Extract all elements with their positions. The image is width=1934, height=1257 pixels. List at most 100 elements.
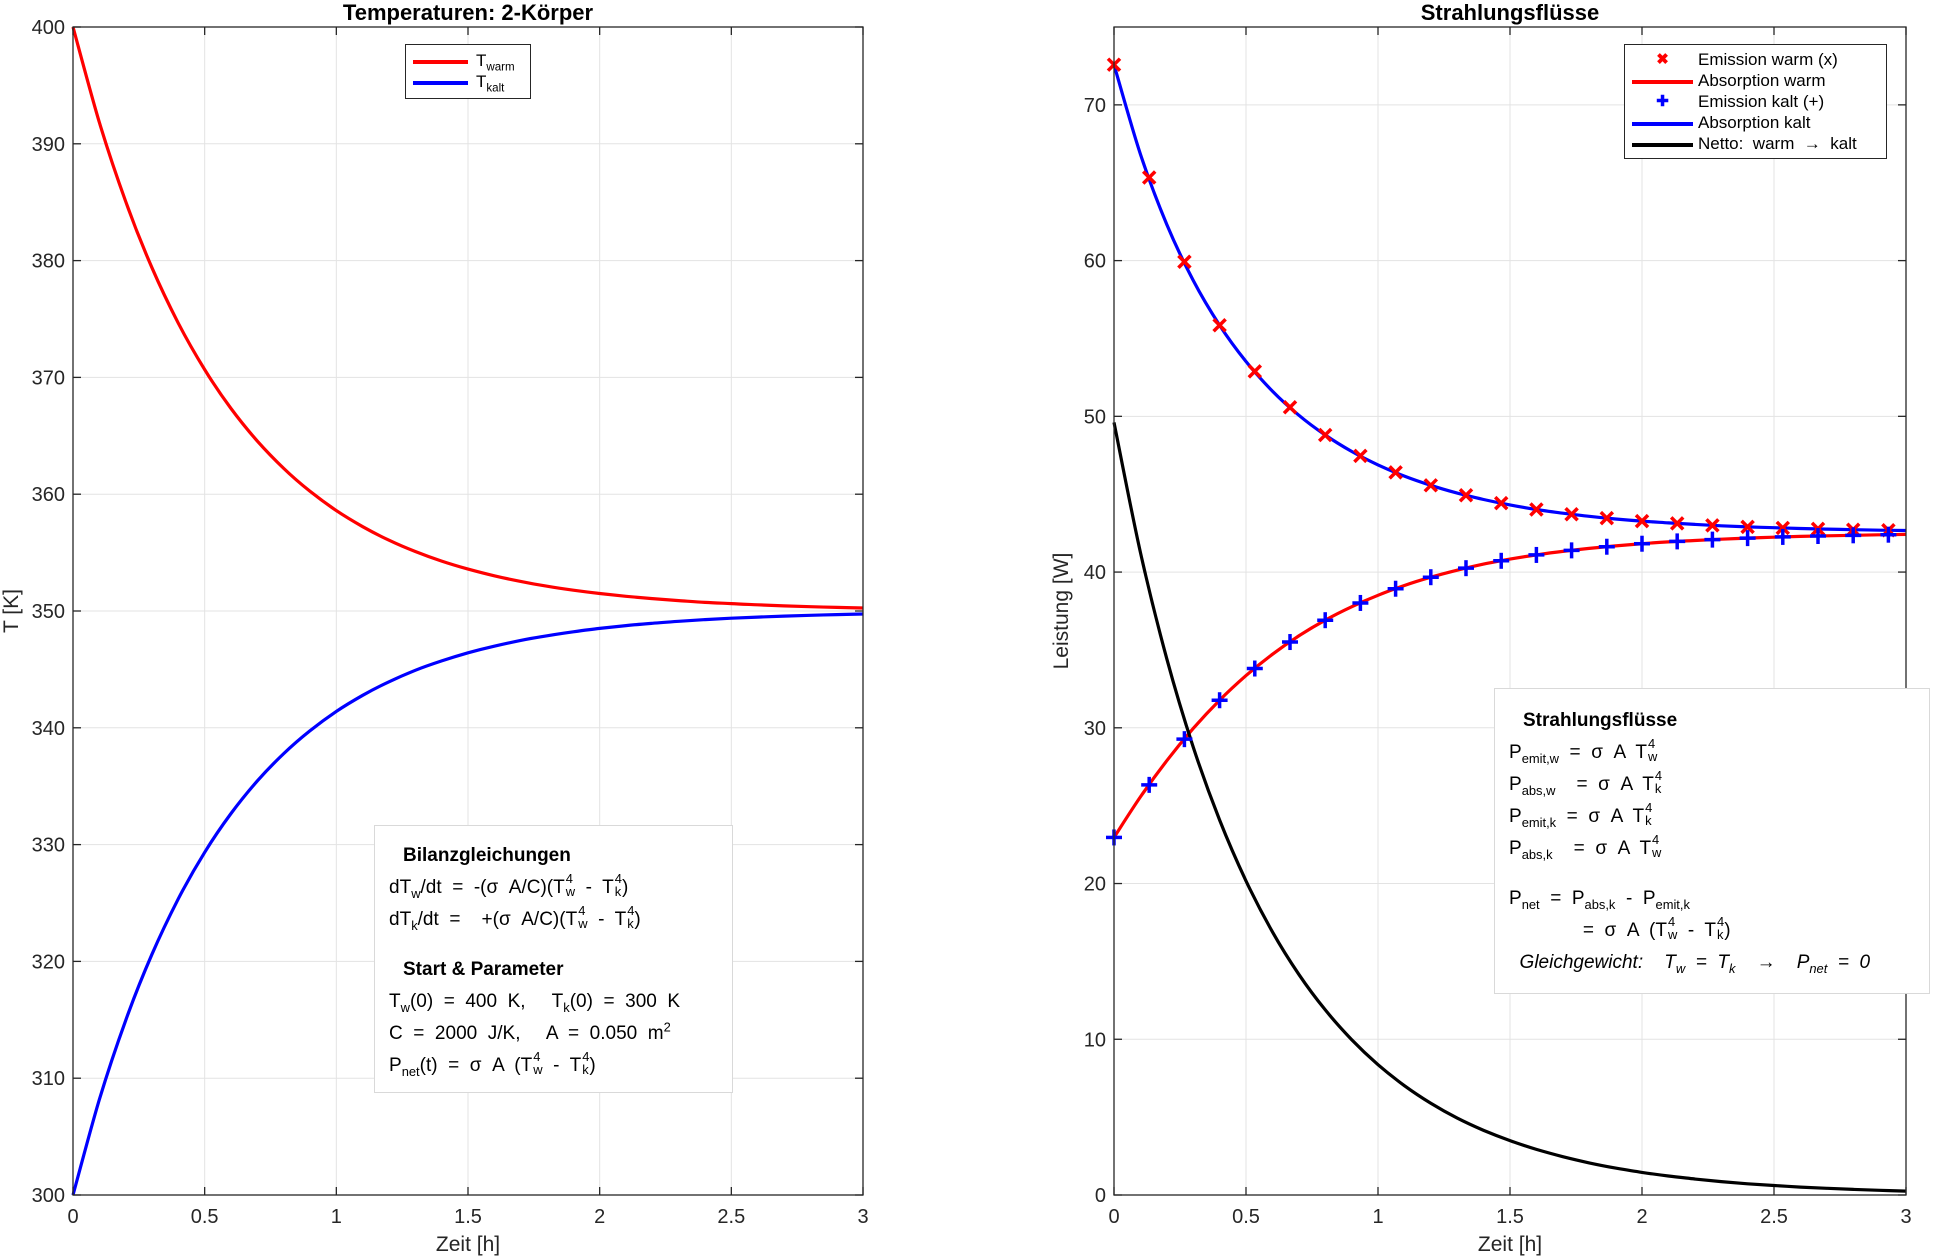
legend-label: Emission kalt (+)	[1698, 92, 1825, 111]
superscript: 4	[1647, 736, 1656, 752]
legend-label: Absorption warm	[1698, 71, 1826, 90]
marker-plus-point	[1880, 526, 1897, 543]
marker-plus-point	[1282, 634, 1299, 651]
x-tick-label: 2.5	[1760, 1206, 1788, 1228]
marker-x-point	[1634, 513, 1650, 529]
subscript: k	[614, 883, 622, 899]
y-tick-label: 320	[32, 951, 65, 973]
text-segment: P	[1509, 806, 1522, 827]
marker-plus-point	[1704, 531, 1721, 548]
annotation-formula: C = 2000 J/K, A = 0.050 m2	[389, 1018, 718, 1050]
legend-label: Emission warm (x)	[1698, 50, 1838, 69]
legend-line-sample	[1632, 80, 1693, 84]
marker-stroke	[1634, 513, 1650, 529]
superscript: 4	[533, 1049, 541, 1065]
legend-entry: Tkalt	[406, 71, 530, 95]
text-segment: →	[1735, 952, 1797, 973]
text-segment: - T	[575, 877, 614, 898]
text-segment: )	[634, 909, 641, 930]
marker-plus-point	[1810, 527, 1827, 544]
marker-stroke	[1669, 516, 1685, 531]
subscript: w	[1647, 748, 1658, 764]
subscript: k	[1645, 812, 1652, 828]
text-segment: (0) = 400 K, T	[409, 991, 564, 1012]
subscript: net	[1809, 960, 1828, 976]
text-segment: - T	[1677, 920, 1717, 941]
marker-plus-point	[1176, 731, 1193, 748]
annotation-heading: Strahlungsflüsse	[1523, 710, 1678, 731]
marker-plus-point	[1387, 580, 1404, 597]
text-segment: - T	[542, 1055, 582, 1076]
legend-label: Absorption kalt	[1698, 113, 1811, 132]
italic-segment: = T	[1685, 952, 1729, 973]
subscript: net	[401, 1063, 420, 1079]
marker-plus-point	[1352, 594, 1369, 611]
italic-segment: P	[1796, 952, 1810, 973]
text-segment: = σ A T	[1556, 806, 1645, 827]
subscript: net	[1521, 896, 1540, 912]
annotation-formula: dTk/dt = +(σ A/C)(T 4 w - T 4 k)	[389, 904, 718, 936]
text-segment: )	[1724, 920, 1731, 941]
marker-stroke	[1599, 510, 1615, 526]
legend-plus-marker-icon: ✚	[1656, 93, 1669, 110]
superscript: 4	[582, 1049, 590, 1065]
y-tick-label: 300	[32, 1185, 65, 1207]
series-line-netto-warm-kalt	[1112, 422, 1907, 1193]
subscript: kalt	[486, 82, 505, 95]
superscript: 2	[663, 1019, 671, 1035]
marker-plus-point	[1457, 560, 1474, 577]
text-segment: = σ A (T	[1509, 920, 1667, 941]
marker-x-point	[1599, 510, 1615, 526]
marker-plus-point	[1774, 528, 1791, 545]
x-tick-label: 0	[1108, 1206, 1119, 1228]
legend-line-sample	[1632, 143, 1693, 147]
text-segment: P	[1509, 742, 1522, 763]
x-tick-label: 0.5	[1232, 1206, 1260, 1228]
y-tick-label: 50	[1084, 406, 1106, 428]
marker-x-point	[1529, 502, 1544, 517]
marker-stroke	[1177, 254, 1192, 269]
subscript: w	[565, 883, 576, 899]
y-tick-label: 370	[32, 367, 65, 389]
legend-label: Twarm	[476, 50, 515, 73]
superscript: 4	[1654, 768, 1663, 784]
legend-entry: Netto: warm → kalt	[1625, 133, 1886, 154]
legend-temperatures: Twarm Tkalt	[405, 44, 531, 99]
annotation-formula: Gleichgewicht: Tw = Tk → Pnet = 0	[1509, 947, 1915, 979]
subscript: w	[578, 915, 588, 931]
y-axis-label: T [K]	[0, 589, 23, 633]
x-tick-label: 1.5	[1496, 1206, 1524, 1228]
marker-stroke	[1423, 478, 1439, 493]
marker-x-point	[1388, 465, 1403, 480]
marker-x-point	[1141, 170, 1157, 185]
text-segment: T	[389, 991, 401, 1012]
text-segment: = σ A T	[1558, 742, 1647, 763]
series-line-t-kalt	[71, 612, 864, 1196]
legend-x-marker-icon: ✖	[1656, 51, 1669, 68]
text-segment: )	[589, 1055, 596, 1076]
marker-stroke	[1564, 506, 1579, 522]
text-segment: C = 2000 J/K, A = 0.050 m	[389, 1023, 664, 1044]
y-tick-label: 60	[1084, 251, 1106, 273]
subscript: emit,k	[1521, 814, 1557, 830]
marker-plus-point	[1634, 535, 1650, 552]
marker-x-point	[1317, 427, 1333, 443]
text-segment: = σ A T	[1552, 838, 1652, 859]
subscript: abs,k	[1584, 896, 1616, 912]
y-tick-label: 340	[32, 718, 65, 740]
text-segment: /dt = -(σ A/C)(T	[420, 877, 565, 898]
marker-x-point	[1775, 520, 1791, 536]
series-line-absorption-warm	[1112, 532, 1907, 839]
y-tick-label: 360	[32, 484, 65, 506]
legend-line-sample	[413, 60, 468, 64]
series-line-t-warm	[71, 26, 864, 610]
legend-entry: Absorption kalt	[1625, 112, 1886, 133]
